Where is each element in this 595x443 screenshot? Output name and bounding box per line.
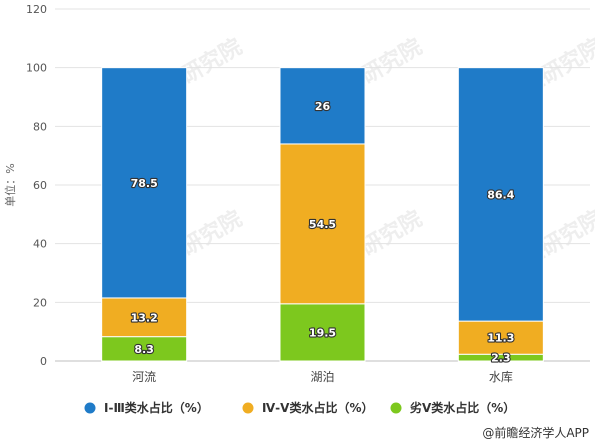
data-label: 2.3: [491, 352, 511, 365]
category-label: 河流: [132, 370, 156, 384]
y-tick-label: 20: [33, 296, 47, 309]
data-label: 13.2: [131, 311, 158, 324]
legend-item: 劣Ⅴ类水占比（%）: [390, 400, 515, 415]
bar-segment: [101, 297, 188, 338]
data-label: 11.3: [487, 332, 514, 345]
bar-segment: [101, 67, 188, 299]
legend-item: Ⅰ-Ⅲ类水占比（%）: [84, 400, 209, 415]
bar-segment: [279, 143, 366, 305]
category-label: 湖泊: [310, 369, 334, 384]
y-tick-label: 120: [26, 3, 47, 16]
y-tick-label: 0: [40, 355, 47, 368]
category-label: 水库: [489, 369, 513, 384]
bar-segment: [279, 67, 366, 145]
legend-swatch: [390, 402, 402, 414]
legend-swatch: [84, 402, 96, 414]
data-label: 54.5: [309, 218, 336, 231]
y-tick-label: 80: [33, 120, 47, 133]
legend-label: Ⅰ-Ⅲ类水占比（%）: [104, 400, 209, 415]
legend-swatch: [242, 402, 254, 414]
data-label: 78.5: [131, 177, 158, 190]
data-label: 86.4: [487, 188, 514, 201]
y-tick-label: 100: [26, 62, 47, 75]
legend-label: 劣Ⅴ类水占比（%）: [410, 400, 515, 415]
y-tick-label: 40: [33, 238, 47, 251]
y-axis-label: 单位：%: [3, 163, 17, 206]
data-label: 8.3: [134, 343, 154, 356]
bar-segment: [279, 303, 366, 362]
bar-segment: [457, 320, 544, 355]
bar-segment: [457, 67, 544, 322]
source-credit: @前瞻经济学人APP: [482, 425, 589, 440]
legend-item: Ⅳ-Ⅴ类水占比（%）: [242, 400, 373, 415]
data-label: 26: [315, 100, 331, 113]
data-label: 19.5: [309, 326, 336, 339]
legend-label: Ⅳ-Ⅴ类水占比（%）: [262, 400, 373, 415]
y-tick-label: 60: [33, 179, 47, 192]
